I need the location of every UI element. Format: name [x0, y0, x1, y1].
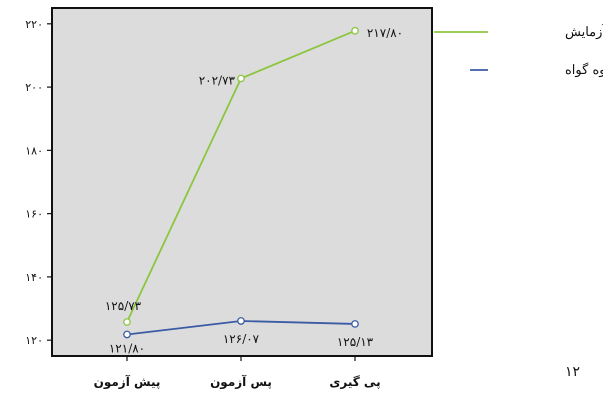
y-tick-label: ۲۰۰	[25, 81, 43, 94]
plot-area	[51, 7, 433, 357]
data-point	[123, 318, 131, 326]
data-point	[237, 317, 245, 325]
x-category-label: پی گیری	[329, 375, 380, 389]
page-number: ۱۲	[565, 364, 581, 380]
data-point	[237, 74, 245, 83]
x-category-label: پس آزمون	[210, 374, 272, 390]
y-tick-label: ۱۶۰	[25, 208, 43, 221]
data-label: ۲۱۷/۸۰	[367, 26, 403, 40]
x-category-label: پیش آزمون	[94, 374, 161, 390]
data-label: ۱۲۵/۷۳	[105, 299, 142, 313]
data-label: ۱۲۶/۰۷	[223, 332, 260, 346]
data-point	[123, 330, 131, 339]
data-point	[351, 320, 359, 328]
y-tick-label: ۱۴۰	[25, 271, 43, 284]
legend-label: گروه آزمایش	[565, 23, 603, 40]
y-tick-label: ۱۸۰	[25, 144, 43, 157]
data-label: ۱۲۵/۱۳	[337, 335, 374, 349]
data-point	[351, 26, 359, 35]
y-tick-label: ۱۲۰	[25, 334, 43, 347]
y-tick-label: ۲۲۰	[25, 18, 43, 31]
legend-label: گروه گواه	[565, 62, 603, 78]
data-label: ۲۰۲/۷۳	[199, 73, 236, 87]
data-label: ۱۲۱/۸۰	[109, 341, 145, 355]
